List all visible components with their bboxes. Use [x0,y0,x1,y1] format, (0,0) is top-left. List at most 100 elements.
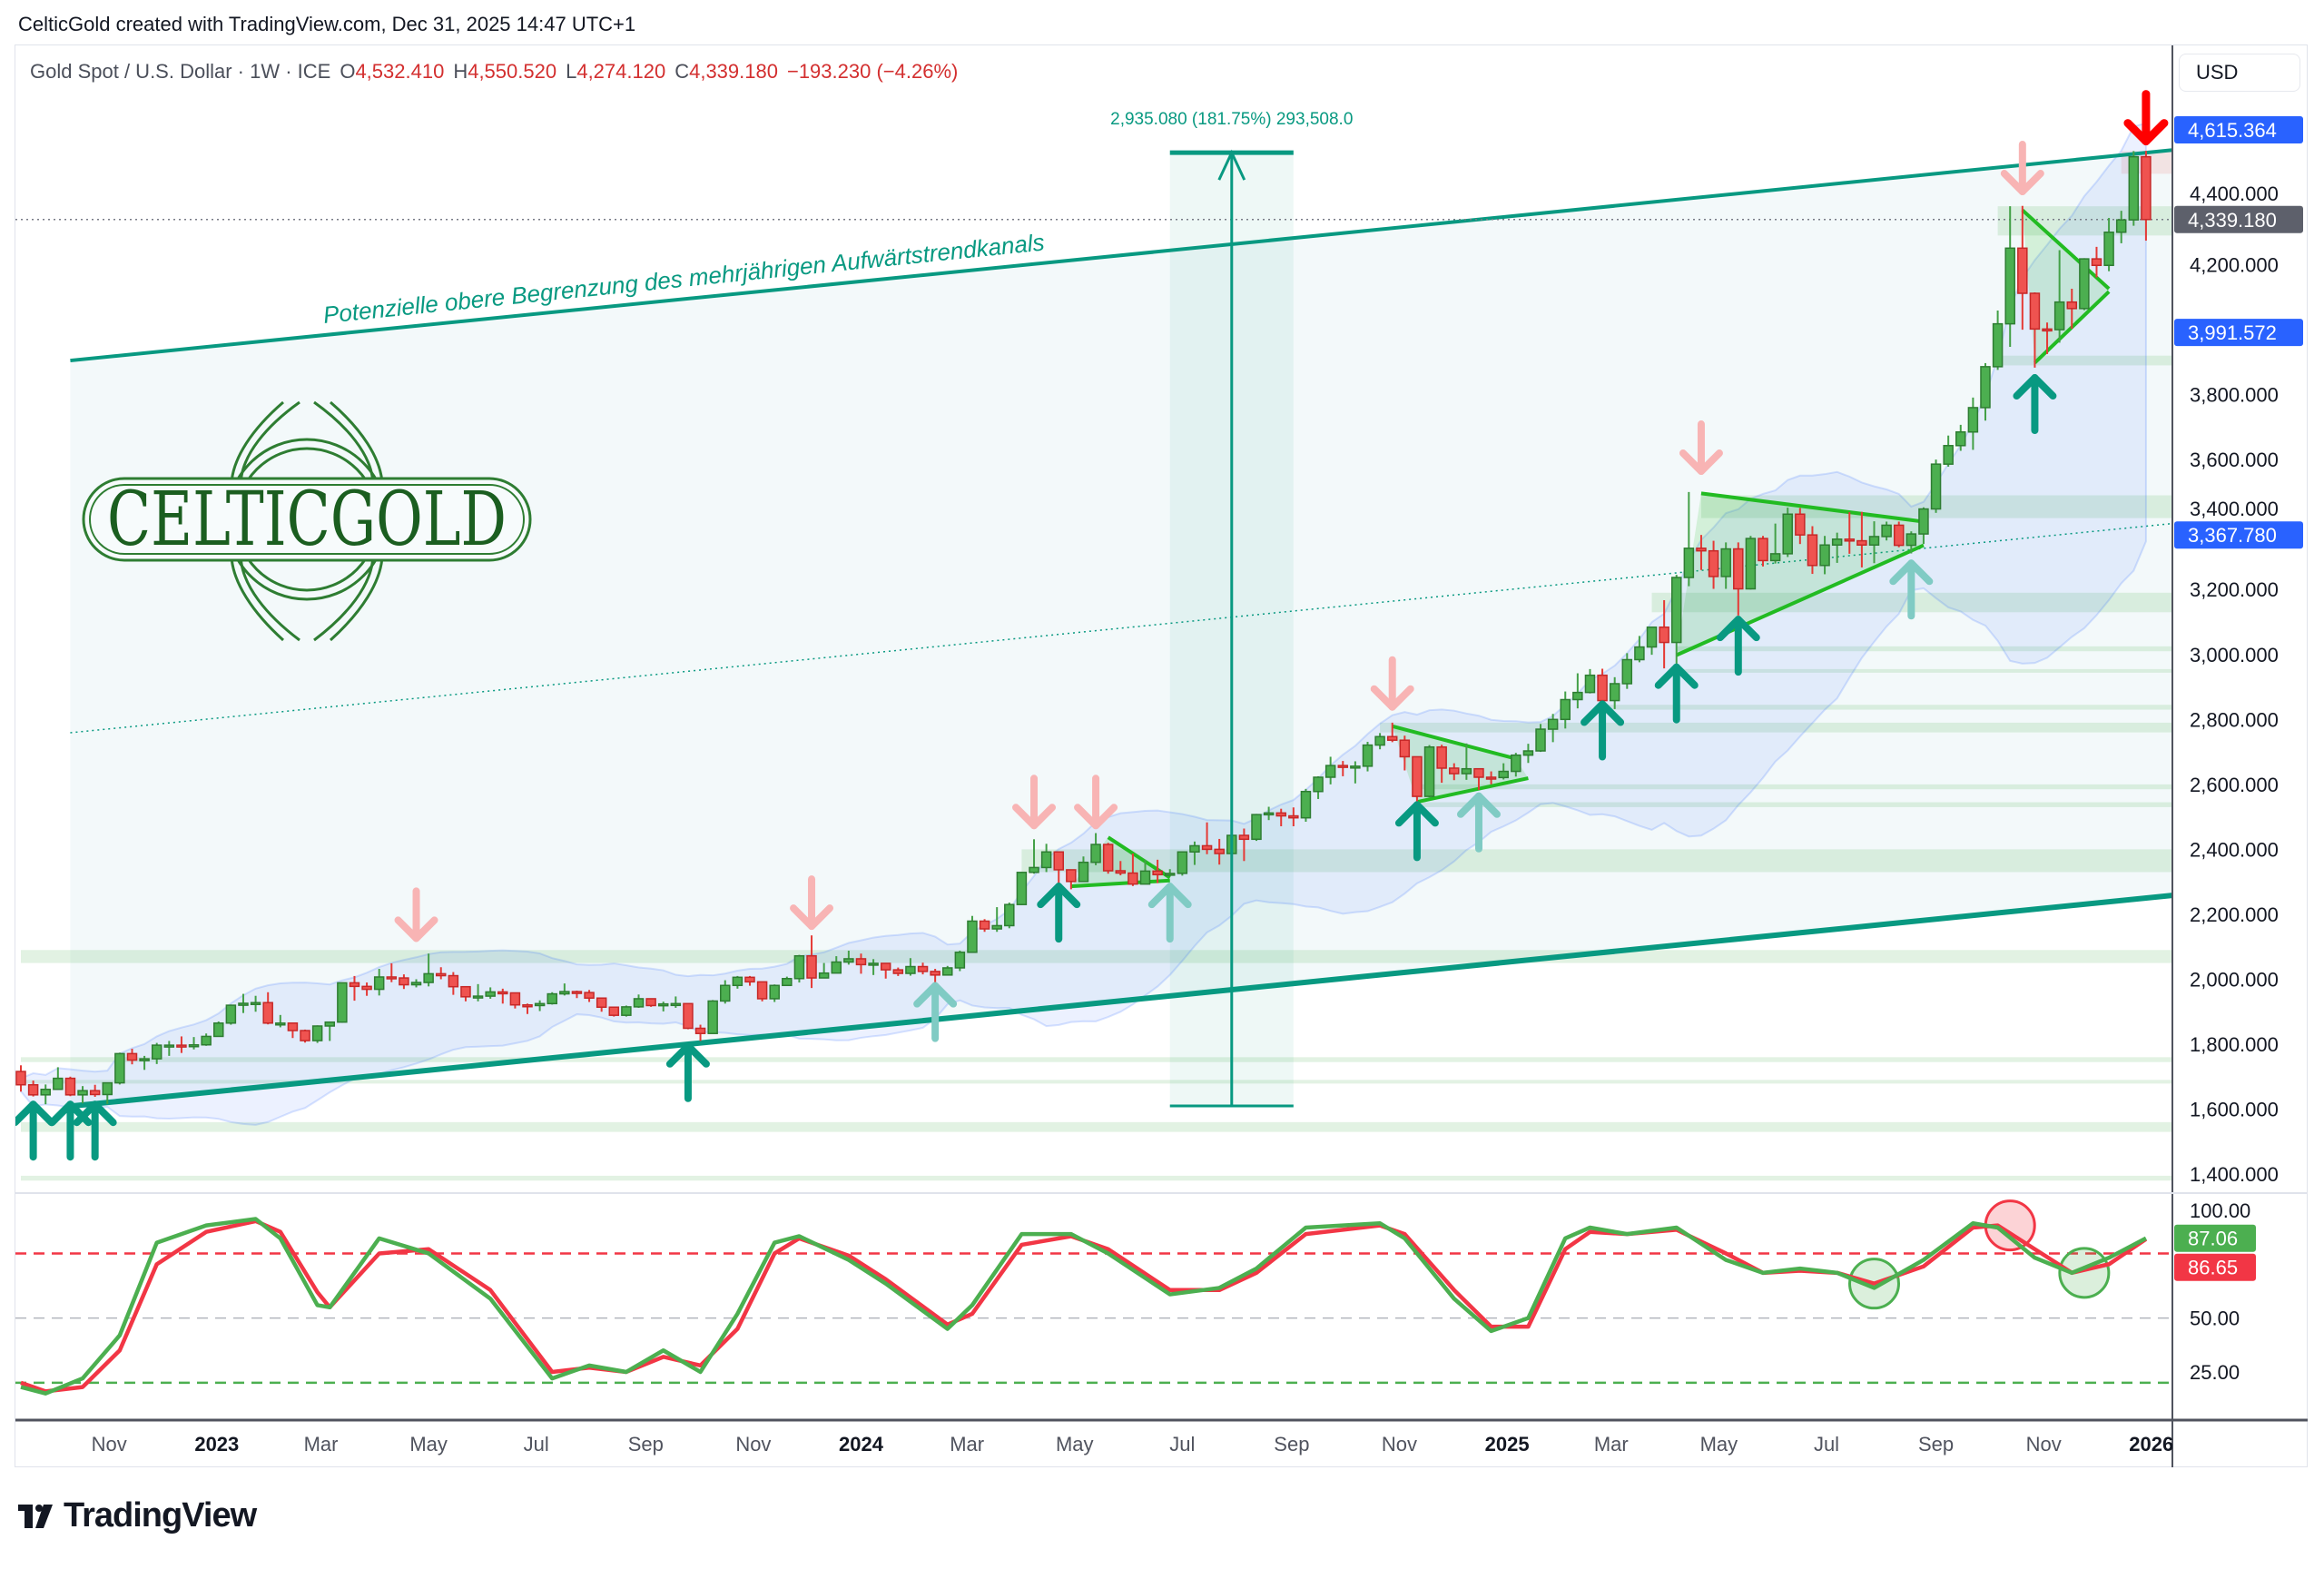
currency-selector[interactable]: USD [2179,54,2300,92]
tradingview-footer[interactable]: TradingView [18,1496,257,1535]
candle-up[interactable] [818,962,830,979]
candle-up[interactable] [1609,676,1620,709]
candle-up[interactable] [1683,491,1695,587]
candle-up[interactable] [720,980,731,1004]
candle-up[interactable] [1720,542,1731,589]
candle-up[interactable] [225,1004,237,1025]
candle-up[interactable] [657,1002,669,1011]
candle-up[interactable] [163,1041,175,1056]
candle-up[interactable] [843,951,854,965]
candle-up[interactable] [1522,744,1534,764]
candle-up[interactable] [2128,151,2140,226]
candle-up[interactable] [670,996,682,1008]
candle-up[interactable] [337,982,348,1023]
candle-up[interactable] [1177,851,1188,876]
candle-down[interactable] [262,992,273,1025]
candle-up[interactable] [1621,653,1633,689]
candle-up[interactable] [1139,859,1151,885]
candle-up[interactable] [534,1000,546,1011]
candle-up[interactable] [1251,814,1262,842]
candle-up[interactable] [1324,756,1336,784]
candle-up[interactable] [1881,521,1892,541]
candle-down[interactable] [126,1049,138,1065]
candle-up[interactable] [1374,733,1385,750]
candle-down[interactable] [1337,761,1349,776]
candle-up[interactable] [188,1037,200,1050]
candle-up[interactable] [1461,743,1472,780]
candle-down[interactable] [497,988,508,1004]
candle-down[interactable] [1102,843,1114,874]
candle-down[interactable] [1201,822,1213,854]
candle-up[interactable] [1769,523,1781,564]
candle-down[interactable] [386,962,398,982]
candle-up[interactable] [1670,575,1682,665]
candle-down[interactable] [509,992,521,1009]
candle-down[interactable] [744,975,755,986]
candle-up[interactable] [633,994,645,1008]
candle-up[interactable] [213,1021,224,1038]
time-axis[interactable]: Nov 2023 Mar May Jul Sep Nov 2024 Mar May Jul Sep No… [92,1433,2174,1456]
candle-up[interactable] [2115,211,2127,243]
candle-up[interactable] [769,984,780,1002]
candle-up[interactable] [114,1052,125,1085]
candle-up[interactable] [559,983,570,996]
candle-down[interactable] [27,1081,39,1097]
candle-up[interactable] [1423,745,1435,798]
candle-down[interactable] [880,962,891,979]
candle-up[interactable] [1029,839,1039,874]
candle-up[interactable] [410,979,422,988]
candle-down[interactable] [1436,745,1447,784]
candle-down[interactable] [1399,735,1411,771]
candle-down[interactable] [584,990,595,1002]
candle-down[interactable] [1893,521,1905,548]
candle-down[interactable] [64,1076,76,1097]
candle-down[interactable] [1696,535,1707,570]
candle-up[interactable] [793,954,805,983]
candle-down[interactable] [930,969,940,985]
candle-up[interactable] [1498,763,1509,780]
candle-up[interactable] [250,995,261,1012]
candle-down[interactable] [2141,151,2152,242]
candle-down[interactable] [596,997,607,1012]
candle-up[interactable] [1634,636,1645,663]
candle-down[interactable] [361,982,372,996]
candle-up[interactable] [868,959,879,975]
symbol-name[interactable]: Gold Spot / U.S. Dollar · 1W · ICE [30,60,331,83]
candle-up[interactable] [53,1067,64,1090]
candle-up[interactable] [151,1042,162,1064]
candle-down[interactable] [1844,512,1856,554]
candle-up[interactable] [1040,844,1052,873]
candle-up[interactable] [77,1086,88,1104]
candle-up[interactable] [40,1084,51,1105]
candle-down[interactable] [448,972,459,995]
candle-down[interactable] [683,1002,694,1030]
candle-up[interactable] [1918,507,1929,545]
candle-up[interactable] [954,951,966,972]
candle-up[interactable] [1967,397,1979,450]
candle-down[interactable] [1053,851,1064,885]
candle-down[interactable] [1288,807,1299,827]
candle-down[interactable] [694,1024,706,1041]
candle-down[interactable] [892,967,904,976]
candle-up[interactable] [238,993,249,1013]
candle-up[interactable] [1905,531,1917,554]
candle-down[interactable] [349,975,360,1002]
candle-up[interactable] [1362,742,1374,772]
candle-up[interactable] [1016,872,1028,905]
price-pane[interactable]: 2,935.080 (181.75%) 293,508.0Potenzielle… [15,90,2172,1181]
candle-up[interactable] [1004,903,1015,929]
candle-up[interactable] [991,907,1002,933]
candle-down[interactable] [1275,808,1286,827]
candle-up[interactable] [942,965,953,976]
candle-down[interactable] [435,967,447,980]
candle-down[interactable] [2066,289,2078,330]
candle-up[interactable] [201,1033,212,1046]
candle-up[interactable] [2079,258,2090,311]
candle-up[interactable] [1350,761,1361,784]
candle-up[interactable] [1584,668,1596,694]
candle-up[interactable] [547,992,557,1005]
candle-down[interactable] [300,1029,310,1043]
candle-up[interactable] [1992,310,2004,370]
candle-up[interactable] [1189,841,1200,865]
